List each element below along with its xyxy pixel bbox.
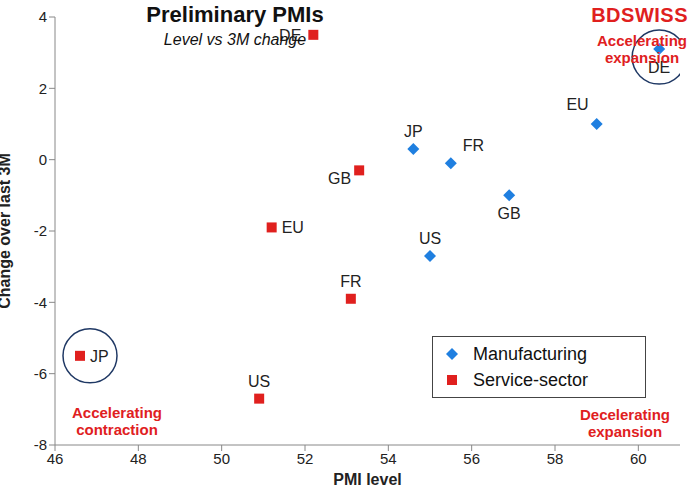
svg-text:EU: EU	[566, 96, 588, 113]
svg-text:US: US	[248, 373, 270, 390]
svg-text:2: 2	[39, 80, 47, 97]
svg-text:4: 4	[39, 8, 47, 25]
svg-text:58: 58	[547, 450, 564, 467]
svg-text:52: 52	[297, 450, 314, 467]
svg-text:JP: JP	[90, 348, 109, 365]
svg-text:EU: EU	[282, 219, 304, 236]
svg-text:0: 0	[39, 151, 47, 168]
svg-text:JP: JP	[404, 123, 423, 140]
svg-text:60: 60	[630, 450, 647, 467]
svg-text:54: 54	[380, 450, 397, 467]
svg-text:-2: -2	[34, 222, 47, 239]
svg-text:Change over last 3M: Change over last 3M	[8, 153, 13, 309]
svg-text:US: US	[419, 230, 441, 247]
svg-text:-4: -4	[34, 294, 47, 311]
svg-text:56: 56	[463, 450, 480, 467]
svg-text:FR: FR	[340, 273, 361, 290]
svg-text:PMI level: PMI level	[333, 471, 401, 488]
svg-text:-8: -8	[34, 436, 47, 453]
svg-text:46: 46	[47, 450, 64, 467]
svg-text:GB: GB	[328, 170, 351, 187]
svg-text:GB: GB	[498, 205, 521, 222]
svg-text:50: 50	[213, 450, 230, 467]
svg-text:-6: -6	[34, 365, 47, 382]
svg-text:FR: FR	[463, 137, 484, 154]
svg-text:48: 48	[130, 450, 147, 467]
